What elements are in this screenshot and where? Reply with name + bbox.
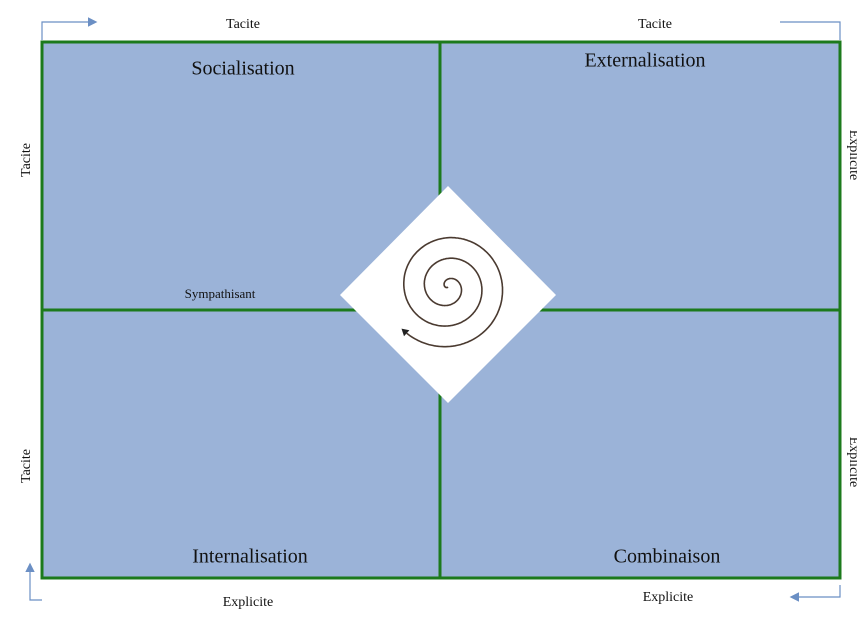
arrow-bottom-left (25, 562, 42, 601)
spiral-arrowhead (401, 328, 410, 337)
center-diamond (340, 186, 556, 403)
arrow-top-right (780, 21, 841, 40)
left-label: Tacite (19, 449, 34, 483)
right-label: Explicite (846, 130, 857, 181)
top-label: Tacite (226, 17, 260, 32)
center-label: Sympathisant (185, 286, 256, 301)
arrow-bottom-right (789, 585, 841, 602)
bottom-label: Explicite (643, 590, 694, 605)
top-label: Tacite (638, 17, 672, 32)
quadrant-title: Socialisation (191, 58, 294, 80)
quadrant-title: Combinaison (614, 546, 721, 568)
spiral (403, 236, 504, 348)
arrow-top-left (41, 17, 98, 40)
right-label: Explicite (846, 437, 857, 488)
left-label: Tacite (19, 143, 34, 177)
quadrant-title: Externalisation (584, 50, 705, 72)
quadrant-title: Internalisation (192, 546, 308, 568)
bottom-label: Explicite (223, 595, 274, 610)
